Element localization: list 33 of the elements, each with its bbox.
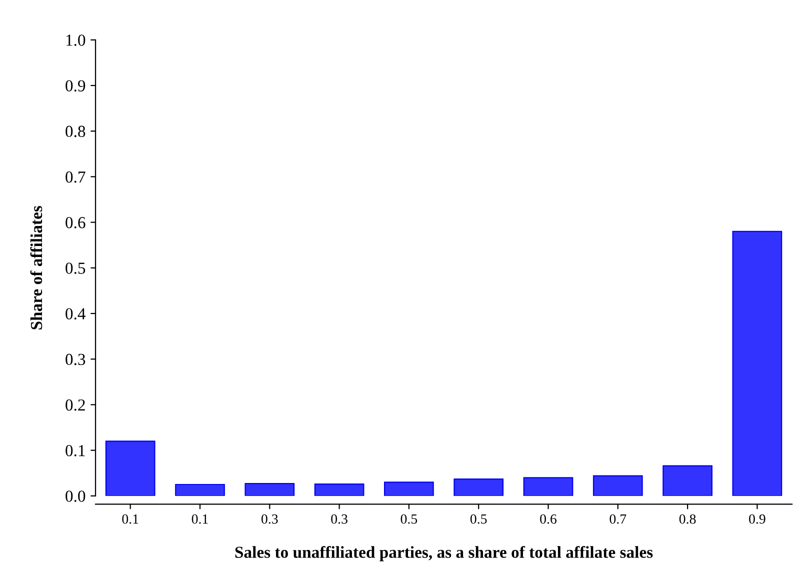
x-tick-label: 0.5 xyxy=(400,514,418,524)
x-axis-title: Sales to unaffiliated parties, as a share of total affilate sales xyxy=(235,546,653,562)
y-tick-label: 0.7 xyxy=(66,171,86,183)
x-tick-label: 0.1 xyxy=(192,514,208,524)
bar xyxy=(592,475,643,496)
x-tick-label: 0.5 xyxy=(470,514,487,524)
x-tick-label: 0.3 xyxy=(261,514,278,524)
bar xyxy=(314,483,364,496)
x-tick-label: 0.1 xyxy=(122,514,138,524)
y-axis-title: Share of affiliates xyxy=(30,206,42,330)
x-tick-label: 0.8 xyxy=(679,514,696,524)
y-tick-label: 1.0 xyxy=(66,34,86,46)
bar xyxy=(175,484,225,496)
y-tick-label: 0.8 xyxy=(66,126,86,138)
y-tick-label: 0.0 xyxy=(66,490,86,502)
x-tick-label: 0.6 xyxy=(540,514,557,524)
x-tick-label: 0.7 xyxy=(610,514,626,524)
y-tick-label: 0.6 xyxy=(66,217,86,228)
y-tick-label: 0.2 xyxy=(66,399,85,411)
bar xyxy=(105,440,156,496)
y-tick-label: 0.3 xyxy=(66,354,86,366)
y-tick-label: 0.9 xyxy=(66,80,86,92)
bar xyxy=(384,482,434,496)
x-tick-label: 0.9 xyxy=(749,514,766,524)
y-tick-label: 0.4 xyxy=(66,308,86,320)
bar xyxy=(523,477,574,496)
bar xyxy=(244,483,295,496)
bar xyxy=(662,465,712,496)
x-tick-label: 0.3 xyxy=(331,514,348,524)
bar xyxy=(454,478,504,496)
y-tick-label: 0.1 xyxy=(66,445,85,456)
y-tick-label: 0.5 xyxy=(66,262,86,274)
bar xyxy=(732,230,782,496)
